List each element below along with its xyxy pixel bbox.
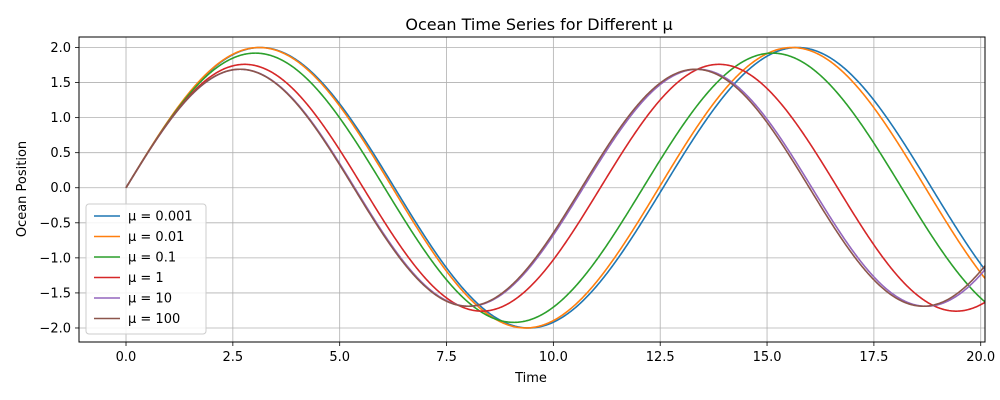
x-tick-label: 5.0 [329,350,350,365]
series-line-5 [125,68,986,308]
series-line-1 [125,46,986,329]
series-lines [125,46,986,329]
legend-label-4: μ = 10 [128,292,172,307]
chart-title: Ocean Time Series for Different μ [405,15,672,34]
series-line-2 [125,52,986,324]
legend-label-1: μ = 0.01 [128,230,184,245]
y-tick-label: −2.0 [39,321,71,336]
y-axis: −2.0 −1.5 −1.0 −0.5 0.0 0.5 1.0 1.5 2.0 [39,41,79,336]
x-tick-label: 0.0 [116,350,137,365]
y-tick-label: −1.5 [39,286,71,301]
x-tick-label: 10.0 [539,350,568,365]
x-axis: 0.0 2.5 5.0 7.5 10.0 12.5 15.0 17.5 20.0 [116,342,995,365]
y-tick-label: 1.0 [50,111,71,126]
plot-frame [78,36,986,343]
x-tick-label: 17.5 [859,350,888,365]
y-tick-label: 1.5 [50,76,71,91]
y-tick-label: 0.0 [50,181,71,196]
x-tick-label: 20.0 [966,350,995,365]
legend-label-0: μ = 0.001 [128,210,193,225]
y-axis-label: Ocean Position [15,141,30,237]
x-axis-label: Time [514,371,547,386]
series-line-3 [125,63,986,312]
legend-label-3: μ = 1 [128,271,164,286]
legend: μ = 0.001 μ = 0.01 μ = 0.1 μ = 1 μ = 10 μ = 1… [85,203,207,335]
legend-label-5: μ = 100 [128,312,180,327]
y-tick-label: 2.0 [50,41,71,56]
x-tick-label: 12.5 [646,350,675,365]
x-tick-label: 7.5 [436,350,457,365]
y-tick-label: −1.0 [39,251,71,266]
legend-label-2: μ = 0.1 [128,251,176,266]
x-tick-label: 15.0 [753,350,782,365]
y-tick-label: −0.5 [39,216,71,231]
y-tick-label: 0.5 [50,146,71,161]
grid [79,37,985,342]
x-tick-label: 2.5 [223,350,244,365]
